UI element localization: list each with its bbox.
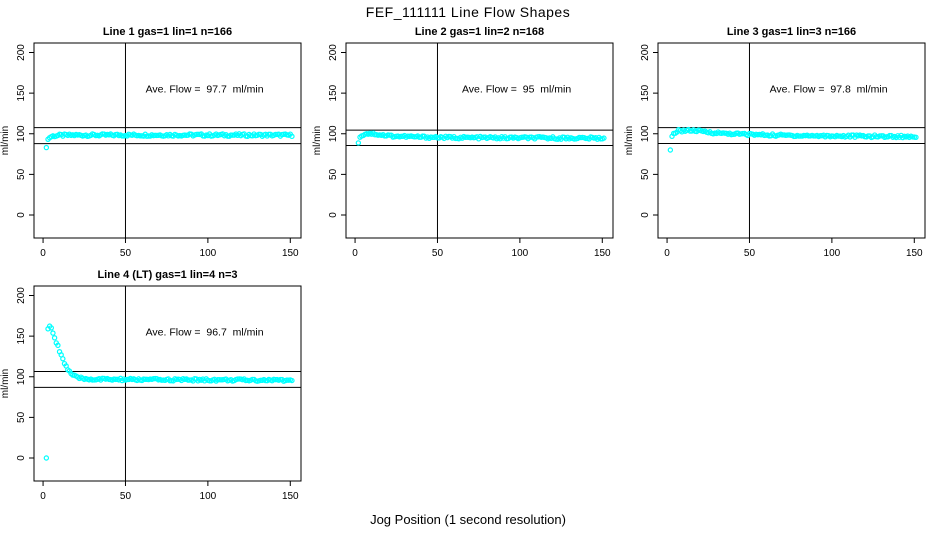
y-tick-label: 150	[640, 84, 651, 101]
data-point	[289, 377, 295, 384]
data-point	[601, 135, 607, 141]
x-tick-label: 0	[352, 248, 358, 259]
y-tick-label: 50	[328, 168, 339, 180]
subplot-line-3: Line 3 gas=1 lin=3 n=166 0 50 100 150 0 50 100…	[624, 25, 936, 270]
subplot-line-4: Line 4 (LT) gas=1 lin=4 n=3 0 50 100 150 0 50…	[0, 268, 312, 513]
x-tick-label: 100	[200, 491, 217, 502]
x-tick-label: 0	[40, 491, 46, 502]
ave-flow-annotation: Ave. Flow = 95 ml/min	[462, 83, 571, 95]
y-tick-label: 0	[16, 212, 27, 218]
x-tick-label: 50	[120, 491, 132, 502]
y-axis-label: ml/min	[0, 126, 11, 155]
data-point	[60, 356, 66, 362]
outlier-point	[43, 144, 50, 151]
x-tick-label: 50	[744, 248, 756, 259]
x-tick-label: 0	[40, 248, 46, 259]
x-tick-label: 50	[120, 248, 132, 259]
y-tick-label: 50	[640, 168, 651, 180]
y-tick-label: 200	[640, 44, 651, 61]
ave-flow-annotation: Ave. Flow = 96.7 ml/min	[146, 326, 264, 338]
subplot-title: Line 1 gas=1 lin=1 n=166	[102, 26, 233, 38]
subplot-canvas: 0 50 100 150 0 50 100 150 200 ml/min Ave. Flow = 9…	[0, 42, 302, 259]
plot-box	[33, 42, 302, 239]
y-tick-label: 200	[16, 287, 27, 304]
y-tick-label: 150	[16, 84, 27, 101]
data-point	[48, 325, 55, 331]
y-tick-label: 0	[640, 212, 651, 218]
subplot-line-1: Line 1 gas=1 lin=1 n=166 0 50 100 150 0 50 100…	[0, 25, 312, 270]
y-axis-label: ml/min	[0, 369, 11, 398]
y-axis-label: ml/min	[624, 126, 635, 155]
figure-title: FEF_111111 Line Flow Shapes	[365, 4, 571, 20]
y-tick-label: 100	[640, 125, 651, 142]
plot-box	[33, 285, 302, 482]
x-tick-label: 50	[432, 248, 444, 259]
plot-box	[657, 42, 926, 239]
subplot-line-2: Line 2 gas=1 lin=2 n=168 0 50 100 150 0 50 100…	[312, 25, 624, 270]
x-tick-label: 0	[664, 248, 670, 259]
y-tick-label: 100	[16, 368, 27, 385]
y-tick-label: 50	[16, 411, 27, 423]
y-tick-label: 50	[16, 168, 27, 180]
y-tick-label: 200	[328, 44, 339, 61]
x-tick-label: 150	[282, 248, 299, 259]
y-tick-label: 100	[16, 125, 27, 142]
x-tick-label: 100	[824, 248, 841, 259]
y-tick-label: 100	[328, 125, 339, 142]
ave-flow-annotation: Ave. Flow = 97.7 ml/min	[146, 83, 264, 95]
data-point	[51, 335, 58, 341]
subplot-title: Line 3 gas=1 lin=3 n=166	[726, 26, 857, 38]
y-tick-label: 0	[16, 455, 27, 461]
y-tick-label: 150	[16, 327, 27, 344]
x-tick-label: 100	[200, 248, 217, 259]
subplot-title: Line 4 (LT) gas=1 lin=4 n=3	[97, 269, 238, 281]
x-tick-label: 100	[512, 248, 529, 259]
y-tick-label: 200	[16, 44, 27, 61]
subplot-canvas: 0 50 100 150 0 50 100 150 200 ml/min Ave. Flow = 9…	[0, 285, 302, 502]
subplot-canvas: 0 50 100 150 0 50 100 150 200 ml/min Ave. Flow = 9…	[624, 42, 926, 259]
outlier-point	[667, 147, 674, 153]
x-tick-label: 150	[906, 248, 923, 259]
subplot-canvas: 0 50 100 150 0 50 100 150 200 ml/min Ave. Flow = 9…	[312, 42, 614, 259]
y-axis-label: ml/min	[312, 126, 323, 155]
subplot-title: Line 2 gas=1 lin=2 n=168	[414, 26, 545, 38]
ave-flow-annotation: Ave. Flow = 97.8 ml/min	[770, 83, 888, 95]
data-point	[55, 342, 61, 349]
x-tick-label: 150	[594, 248, 611, 259]
plot-box	[345, 42, 614, 239]
data-point	[355, 140, 362, 146]
x-axis-label: Jog Position (1 second resolution)	[370, 512, 566, 527]
data-point	[913, 134, 919, 141]
data-point	[50, 330, 56, 336]
y-tick-label: 150	[328, 84, 339, 101]
outlier-point	[43, 455, 50, 461]
y-tick-label: 0	[328, 212, 339, 218]
data-point	[289, 133, 295, 140]
x-tick-label: 150	[282, 491, 299, 502]
